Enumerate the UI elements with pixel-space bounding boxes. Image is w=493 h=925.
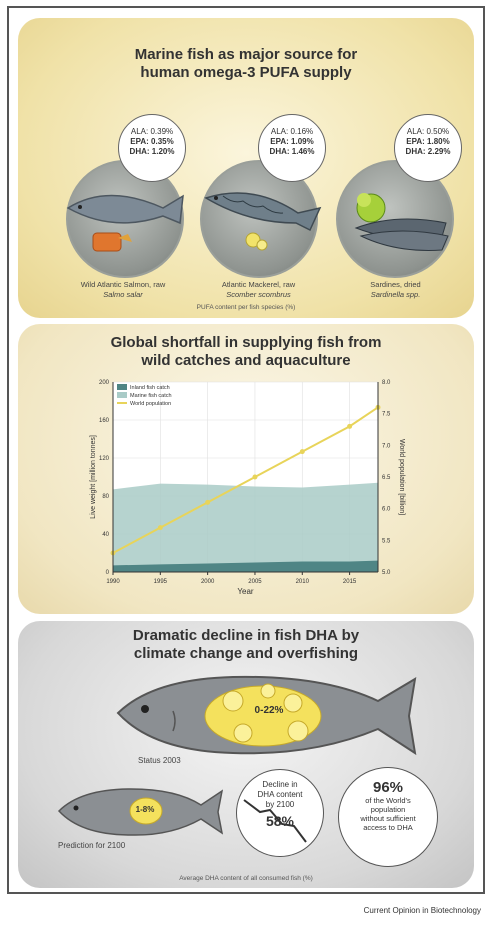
- pop-text-line1: of the World's: [365, 796, 411, 805]
- population-point: [347, 423, 353, 429]
- population-point: [252, 474, 258, 480]
- y-tick-label: 160: [99, 418, 110, 424]
- y2-tick-label: 7.0: [382, 443, 391, 449]
- decline-text-line2: DHA content: [257, 790, 303, 799]
- salmon-ala: ALA: 0.39%: [130, 127, 174, 136]
- mackerel-pufa-bubble: ALA: 0.16% EPA: 1.09% DHA: 1.46%: [258, 114, 326, 182]
- y-tick-label: 0: [106, 570, 110, 576]
- salmon-caption-line1: Wild Atlantic Salmon, raw: [80, 280, 166, 289]
- panel3-title-line1: Dramatic decline in fish DHA by: [132, 627, 360, 644]
- population-point: [205, 499, 211, 505]
- population-point: [299, 449, 305, 455]
- panel2-title-line2: wild catches and aquaculture: [141, 352, 351, 369]
- y2-tick-label: 8.0: [382, 380, 391, 386]
- y-tick-label: 120: [99, 456, 110, 462]
- y2-tick-label: 6.5: [382, 475, 391, 481]
- population-bubble: 96% of the World's population without su…: [338, 767, 438, 867]
- sardines-dha: DHA: 2.29%: [405, 147, 451, 156]
- salmon-caption: Wild Atlantic Salmon, raw Salmo salar: [58, 280, 188, 300]
- population-value: 96%: [372, 779, 404, 796]
- panel1-title: Marine fish as major source for human om…: [18, 46, 474, 82]
- salmon-epa: EPA: 0.35%: [130, 137, 174, 146]
- y-axis-label: Live weight [million tonnes]: [90, 435, 97, 519]
- panel-marine-fish-source: Marine fish as major source for human om…: [18, 18, 474, 318]
- x-tick-label: 1995: [154, 579, 168, 585]
- y-tick-label: 40: [102, 532, 109, 538]
- shortfall-chart: 1990 1995 2000 2005 2010 2015 0 40 80 120 160 200 5.…: [90, 380, 405, 596]
- small-fish-dha-value: 1-8%: [135, 805, 155, 814]
- panel2-title-line1: Global shortfall in supplying fish from: [110, 334, 382, 351]
- legend-swatch: [117, 392, 127, 398]
- panel-global-shortfall: Global shortfall in supplying fish from …: [18, 324, 474, 614]
- mackerel-ala: ALA: 0.16%: [270, 127, 314, 136]
- x-tick-label: 2000: [201, 579, 215, 585]
- mackerel-dha: DHA: 1.46%: [269, 147, 315, 156]
- panel1-title-line1: Marine fish as major source for: [134, 46, 358, 63]
- decline-text-line1: Decline in: [262, 780, 298, 789]
- x-tick-label: 2015: [343, 579, 357, 585]
- x-axis-label: Year: [237, 587, 254, 596]
- sardines-icon: [354, 193, 449, 251]
- sardines-ala: ALA: 0.50%: [406, 127, 450, 136]
- y2-axis-label: World population [billion]: [398, 439, 405, 515]
- y2-tick-label: 6.0: [382, 507, 391, 513]
- sardines-epa: EPA: 1.80%: [406, 137, 450, 146]
- y2-tick-label: 5.5: [382, 538, 391, 544]
- legend-label: Marine fish catch: [130, 393, 172, 399]
- x-tick-label: 1990: [106, 579, 120, 585]
- decline-arrow-icon: [243, 799, 307, 843]
- mackerel-icon: [204, 192, 322, 251]
- population-point: [157, 525, 163, 531]
- legend-label: World population: [130, 401, 171, 407]
- panel2-title: Global shortfall in supplying fish from …: [18, 334, 474, 370]
- y-tick-label: 200: [99, 380, 110, 386]
- x-tick-label: 2010: [296, 579, 310, 585]
- sardines-caption-line1: Sardines, dried: [370, 280, 421, 289]
- sardines-caption: Sardines, dried Sardinella spp.: [338, 280, 453, 300]
- pop-text-line4: access to DHA: [363, 823, 413, 832]
- mackerel-epa: EPA: 1.09%: [270, 137, 314, 146]
- salmon-icon: [66, 194, 184, 252]
- panel3-title-line2: climate change and overfishing: [133, 645, 359, 662]
- panel3-title: Dramatic decline in fish DHA by climate …: [18, 627, 474, 663]
- big-fish-icon: [116, 675, 417, 756]
- y2-tick-label: 5.0: [382, 570, 391, 576]
- panel-dha-decline: Dramatic decline in fish DHA by climate …: [18, 621, 474, 888]
- pop-text-line3: without sufficient: [360, 814, 416, 823]
- salmon-pufa-bubble: ALA: 0.39% EPA: 0.35% DHA: 1.20%: [118, 114, 186, 182]
- y2-tick-label: 7.5: [382, 412, 391, 418]
- mackerel-caption: Atlantic Mackerel, raw Scomber scombrus: [196, 280, 321, 300]
- sardines-caption-line2: Sardinella spp.: [370, 290, 421, 299]
- small-fish-icon: [57, 788, 224, 836]
- legend-swatch: [117, 384, 127, 390]
- salmon-dha: DHA: 1.20%: [129, 147, 175, 156]
- pop-text-line2: population: [370, 805, 406, 814]
- sardines-pufa-bubble: ALA: 0.50% EPA: 1.80% DHA: 2.29%: [394, 114, 462, 182]
- big-fish-dha-value: 0-22%: [254, 705, 284, 716]
- small-fish-label: Prediction for 2100: [58, 841, 126, 850]
- legend-label: Inland fish catch: [130, 385, 170, 391]
- panel1-footnote: PUFA content per fish species (%): [196, 304, 296, 311]
- marine-catch-area: [113, 482, 378, 572]
- panel1-title-line2: human omega-3 PUFA supply: [140, 64, 352, 81]
- mackerel-caption-line1: Atlantic Mackerel, raw: [221, 280, 296, 289]
- mackerel-caption-line2: Scomber scombrus: [226, 290, 291, 299]
- x-tick-label: 2005: [248, 579, 262, 585]
- salmon-caption-line2: Salmo salar: [103, 290, 143, 299]
- source-credit: Current Opinion in Biotechnology: [363, 906, 481, 915]
- decline-text-line3: by 2100: [265, 800, 295, 809]
- y-tick-label: 80: [102, 494, 109, 500]
- panel3-footnote: Average DHA content of all consumed fish…: [179, 875, 313, 882]
- big-fish-label: Status 2003: [138, 756, 181, 765]
- inland-catch-area: [113, 560, 378, 572]
